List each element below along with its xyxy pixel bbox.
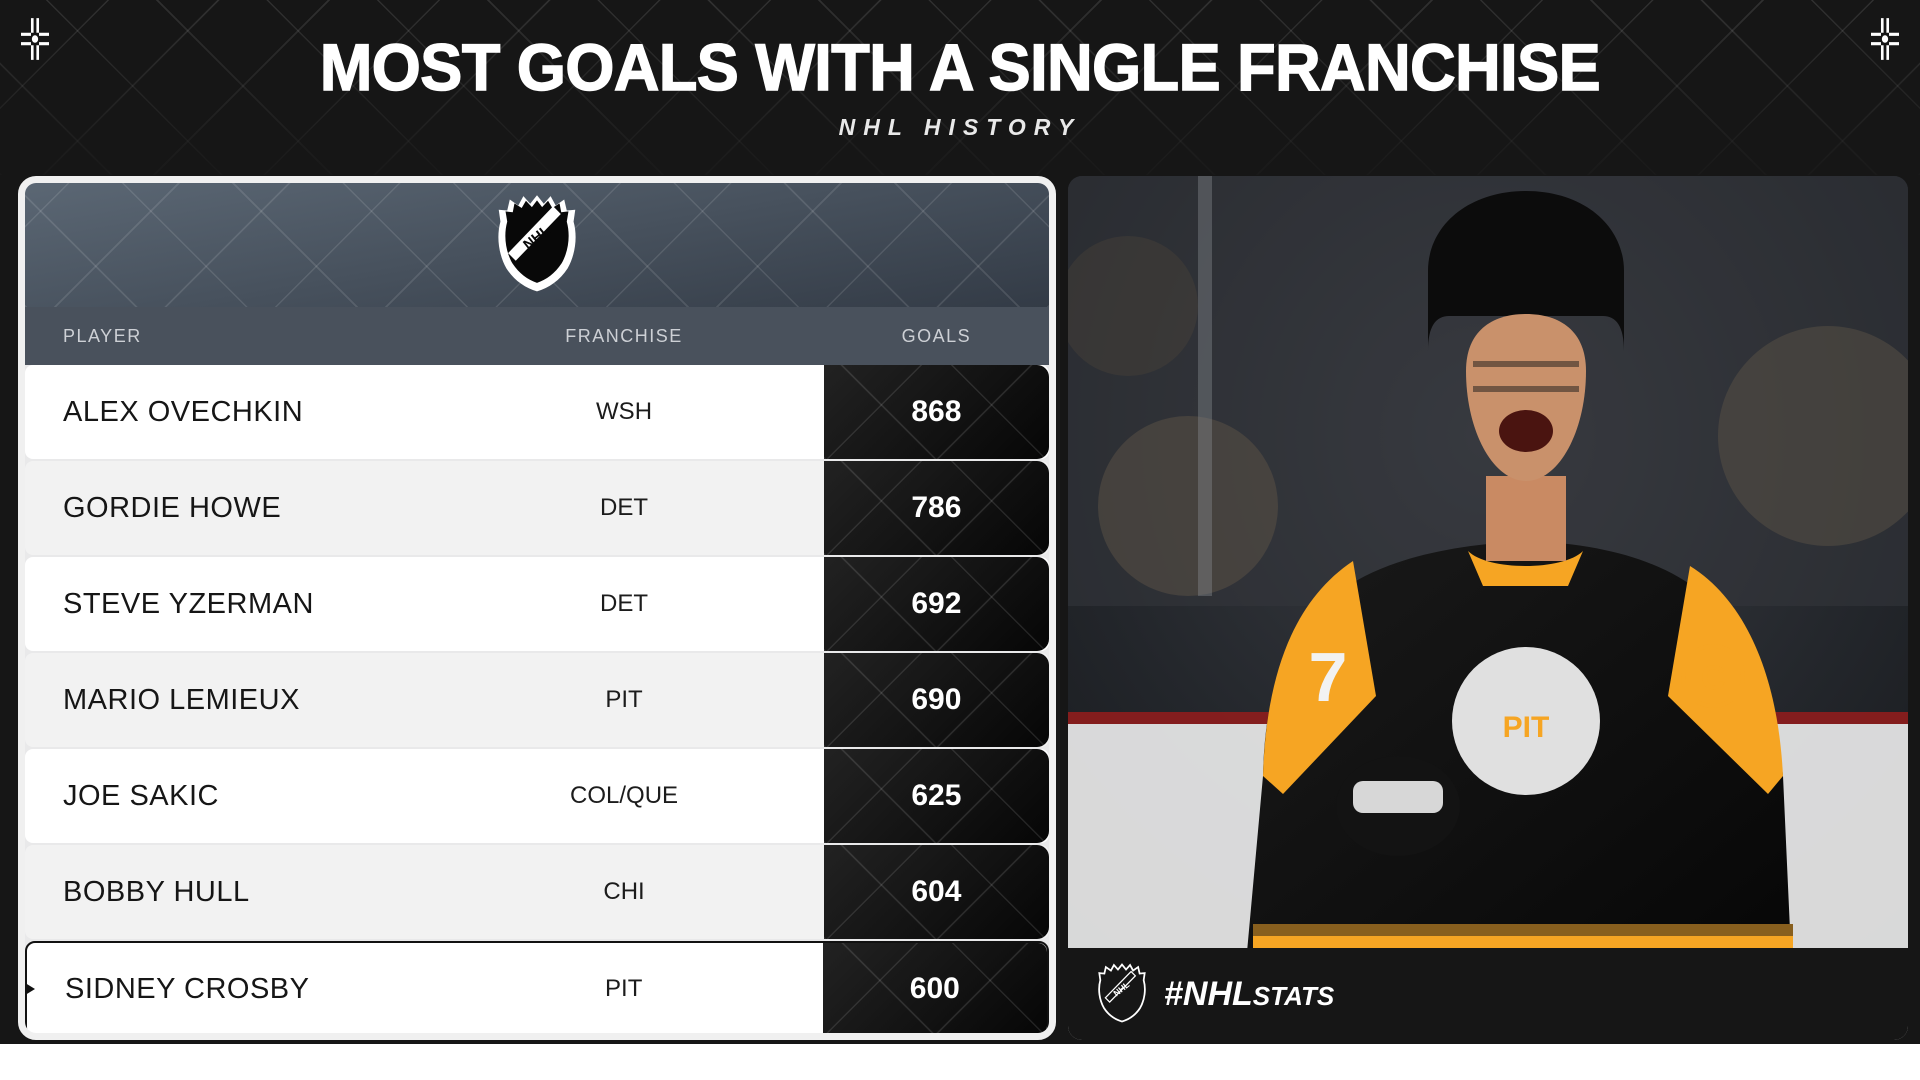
- svg-text:C: C: [1701, 659, 1726, 697]
- svg-text:7: 7: [1309, 638, 1348, 716]
- svg-text:PIT: PIT: [1503, 711, 1550, 744]
